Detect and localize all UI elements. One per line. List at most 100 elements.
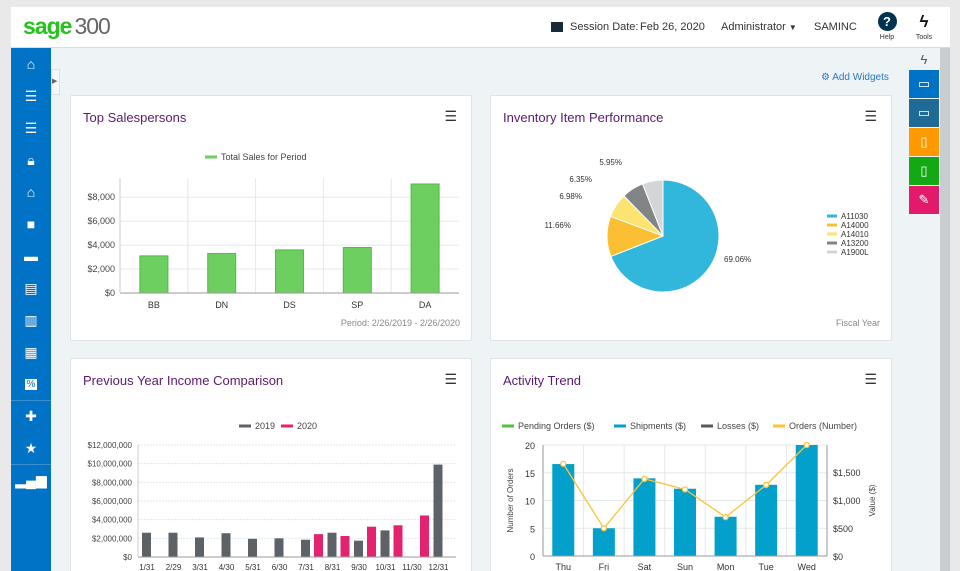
bar: [420, 515, 429, 557]
help-button[interactable]: ? Help: [872, 12, 902, 41]
bank-icon: ⌂: [26, 184, 36, 200]
x-tick-label: 11/30: [402, 563, 422, 571]
y-axis-title-right: Value ($): [868, 484, 877, 516]
report-icon: ▯: [920, 134, 928, 149]
inventory-chart: 69.06%11.66%6.98%6.35%5.95%A11030A14000A…: [544, 158, 869, 293]
y-tick-label: $0: [123, 553, 132, 562]
hamburger-menu-icon[interactable]: ☰: [444, 371, 457, 387]
bar: [367, 526, 376, 557]
sidebar-item-document[interactable]: ▥: [11, 304, 51, 336]
sidebar-item-favorites[interactable]: ★: [11, 432, 51, 464]
sidebar-item-tax[interactable]: %: [11, 368, 51, 400]
widget-footer: Fiscal Year: [835, 318, 880, 328]
sidebar-item-home[interactable]: ⌂: [11, 48, 51, 80]
pin-button[interactable]: ϟ: [909, 49, 939, 69]
data-point: [641, 475, 648, 483]
slice-label: 69.06%: [724, 255, 751, 264]
gear-icon: ⚙: [821, 72, 830, 83]
window-clock-icon: ▭: [917, 105, 931, 120]
x-tick-label: 8/31: [325, 563, 341, 571]
widget-title: Previous Year Income Comparison: [83, 373, 284, 388]
sidebar-item-briefcase[interactable]: ■: [11, 208, 51, 240]
x-tick-label: DS: [283, 300, 296, 310]
app-window: sage 300 Session Date: Feb 26, 2020 Admin…: [11, 7, 950, 571]
y-tick-label: $0: [105, 288, 115, 298]
sidebar-expand-button[interactable]: ▶: [51, 69, 60, 95]
briefcase-icon: ■: [26, 216, 36, 232]
bar: [340, 536, 350, 557]
sidebar-item-inventory[interactable]: ▤: [11, 272, 51, 304]
legend-label: 2020: [297, 421, 317, 431]
tools-label: Tools: [915, 34, 933, 41]
scrollbar[interactable]: [940, 48, 950, 571]
y-tick-label-left: 10: [525, 497, 535, 507]
sidebar-item-folder[interactable]: ▬: [11, 240, 51, 272]
legend-label: A1900L: [841, 248, 869, 257]
sidebar-item-security[interactable]: 🔒︎: [11, 144, 51, 176]
tools-button[interactable]: ϟ Tools: [909, 12, 939, 41]
help-icon: ?: [877, 12, 897, 31]
widget-inventory-performance: Inventory Item Performance ☰ 69.06% 11.66…: [490, 95, 892, 341]
sage-logo[interactable]: sage 300: [23, 13, 111, 39]
y-tick-label-right: $0: [833, 552, 843, 562]
bar: [714, 516, 737, 556]
folder-icon: ▬: [24, 248, 38, 264]
bar: [327, 532, 337, 557]
bar: [380, 530, 390, 557]
accounts-receivable-icon: ☰: [24, 119, 38, 136]
user-menu[interactable]: Administrator ▼: [721, 21, 797, 33]
hamburger-menu-icon[interactable]: ☰: [444, 108, 457, 124]
y-axis-title-left: Number of Orders: [506, 468, 515, 532]
window-icon: ▭: [917, 76, 931, 91]
x-tick-label: 10/31: [375, 563, 396, 571]
y-tick-label: $6,000,000: [92, 497, 133, 506]
sidebar-item-bank[interactable]: ⌂: [11, 176, 51, 208]
add-widgets-button[interactable]: ⚙ Add Widgets: [821, 72, 889, 83]
company[interactable]: SAMINC: [814, 21, 857, 33]
sidebar-item-reports[interactable]: ▂▄▆: [11, 464, 51, 496]
legend-label: Orders (Number): [789, 421, 857, 431]
pencil-icon: ✎: [918, 192, 930, 207]
bar: [274, 538, 284, 557]
x-tick-label: Fri: [599, 562, 610, 571]
x-tick-label: Sat: [638, 562, 652, 571]
edit-button[interactable]: ✎: [909, 186, 939, 214]
data-point: [681, 486, 689, 493]
legend-label: 2019: [255, 421, 275, 431]
sidebar-item-ap[interactable]: ☰: [11, 80, 51, 112]
hamburger-menu-icon[interactable]: ☰: [864, 371, 877, 387]
x-tick-label: BB: [148, 300, 160, 310]
sidebar-item-add-favorite[interactable]: ✚: [11, 400, 51, 432]
sidebar-item-grid[interactable]: ▦: [11, 336, 51, 368]
y-tick-label: $2,000: [87, 264, 115, 274]
x-tick-label: 2/29: [166, 563, 182, 571]
session-date[interactable]: Feb 26, 2020: [640, 21, 705, 33]
x-tick-label: Tue: [759, 562, 774, 571]
inquiry-button[interactable]: ▯: [909, 157, 939, 185]
header: sage 300 Session Date: Feb 26, 2020 Admin…: [11, 7, 950, 48]
bar: [142, 532, 151, 557]
hamburger-menu-icon[interactable]: ☰: [864, 108, 877, 124]
y-tick-label-right: $500: [833, 524, 853, 534]
bar: [221, 533, 231, 557]
bar: [795, 445, 818, 556]
window-manager-button[interactable]: ▭: [909, 99, 939, 127]
sales-chart: Total Sales for Period $0 $2,000 $4,000 $6,0…: [87, 152, 459, 310]
sidebar-item-ar[interactable]: ☰: [11, 112, 51, 144]
legend-label: Losses ($): [717, 421, 759, 431]
chevron-down-icon: ▼: [788, 23, 797, 32]
report-button[interactable]: ▯: [909, 128, 939, 156]
y-tick-label-right: $1,000: [833, 496, 861, 506]
y-tick-label-left: 20: [525, 441, 535, 451]
legend-label: A14000: [841, 221, 869, 230]
widget-top-salespersons: Top Salespersons ☰ Total Sales for Perio…: [70, 95, 472, 341]
windows-button[interactable]: ▭: [909, 70, 939, 98]
legend-label: A14010: [841, 230, 869, 239]
widget-title: Activity Trend: [503, 373, 582, 388]
bar: [354, 540, 363, 557]
add-widgets-label: Add Widgets: [832, 72, 889, 83]
slice-label: 11.66%: [544, 221, 571, 230]
widget-footer: Period: 2/26/2019 - 2/26/2020: [340, 318, 460, 328]
bar: [633, 478, 656, 556]
favorites-icon: ★: [24, 439, 38, 456]
